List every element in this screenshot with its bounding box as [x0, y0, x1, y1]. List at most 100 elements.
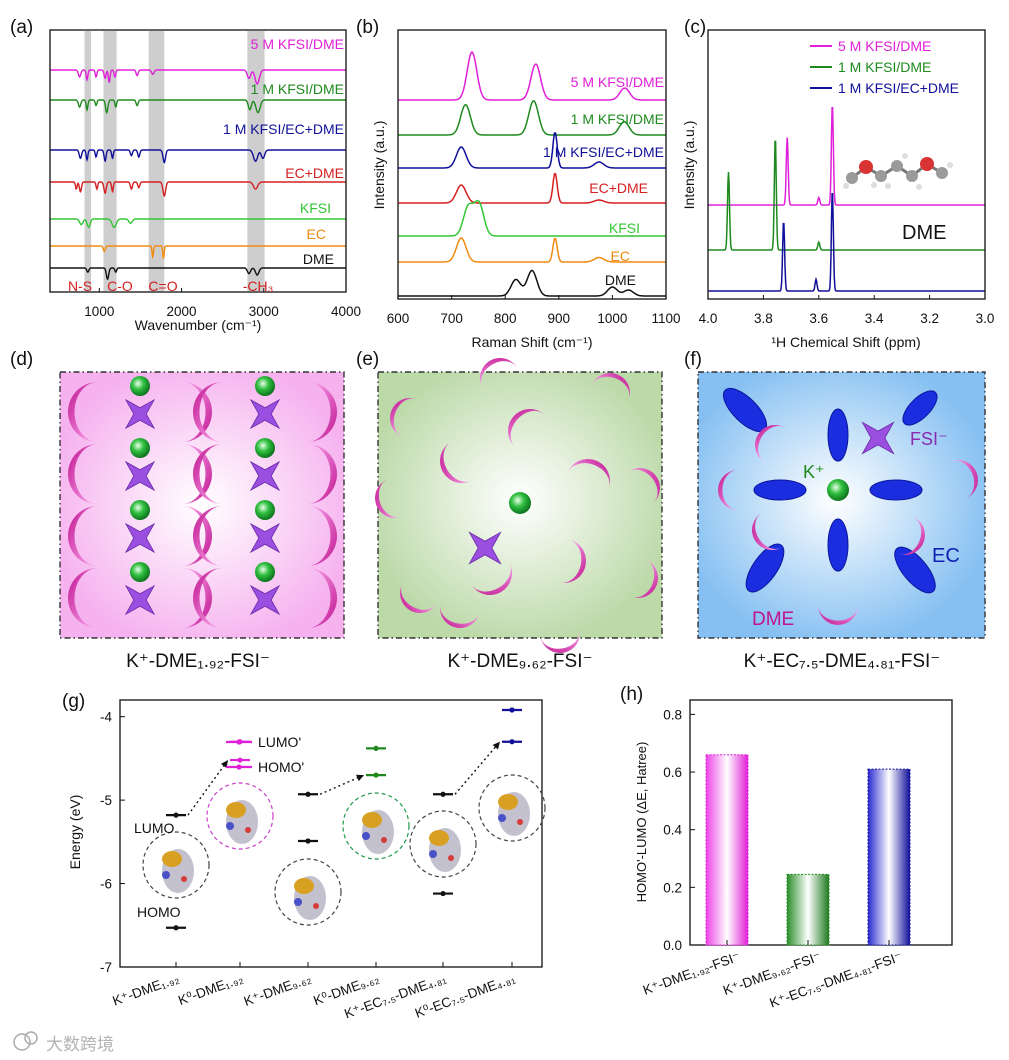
- ftir-series-label-4: KFSI: [300, 200, 331, 216]
- orbital-image-5: [478, 774, 546, 842]
- ftir-trace-4: [50, 218, 346, 229]
- f-ec-molecule-1: [753, 479, 807, 501]
- ftir-series-label-3: EC+DME: [285, 165, 344, 181]
- e-dme-crescent-outer-0: [390, 398, 417, 437]
- label-dme: DME: [752, 609, 794, 630]
- d-fsi-anion-0: [124, 398, 156, 430]
- f-ec-molecule-6: [745, 543, 785, 593]
- e-dme-crescent-inner-2: [567, 459, 610, 489]
- homo-dot-2: [305, 838, 311, 844]
- band-label-3: -CH₃: [243, 278, 274, 294]
- axis-g-ylabel: Energy (eV): [67, 795, 83, 870]
- d-dme-crescent-11: [307, 444, 337, 504]
- d-dme-crescent-14: [193, 568, 223, 628]
- d-dme-crescent-0: [68, 382, 98, 442]
- label-fsi: FSI⁻: [910, 429, 948, 449]
- ftir-xtick-label-0: 1000: [84, 304, 114, 319]
- ftir-trace-6: [50, 267, 346, 281]
- d-k-ion-4: [255, 376, 275, 396]
- d-dme-crescent-9: [307, 382, 337, 442]
- e-dme-crescent-inner-3: [560, 539, 586, 583]
- d-fsi-anion-1: [124, 460, 156, 492]
- e-dme-crescent-outer-5: [540, 629, 580, 653]
- raman-trace-4: [398, 199, 666, 237]
- e-dme-crescent-outer-3: [627, 468, 660, 504]
- d-k-ion-7: [255, 562, 275, 582]
- bar-1: [786, 873, 830, 946]
- raman-series-label-6: DME: [605, 272, 636, 288]
- panel-h-bar-chart: 0.00.20.40.60.8K⁺-DME₁.₉₂-FSI⁻K⁺-DME₉.₆₂…: [634, 699, 953, 1011]
- f-fsi-anion: [861, 421, 895, 455]
- bar-ytick-label-4: 0.8: [663, 707, 682, 722]
- raman-trace-3: [398, 173, 666, 204]
- watermark: 大数跨境: [13, 1031, 114, 1055]
- watermark-text: 大数跨境: [46, 1035, 114, 1055]
- transfer-arrowhead-1: [356, 774, 364, 782]
- ftir-trace-2: [50, 149, 346, 164]
- e-dme-crescent-outer-6: [400, 583, 438, 613]
- ftir-xtick-label-3: 4000: [331, 304, 361, 319]
- f-ec-molecule-2: [869, 479, 923, 501]
- nmr-trace-0: [708, 107, 985, 206]
- d-dme-crescent-10: [193, 444, 223, 504]
- d-k-ion-3: [130, 562, 150, 582]
- e-dme-crescent-inner-4: [470, 562, 512, 595]
- d-k-ion-2: [130, 500, 150, 520]
- transfer-arrow-1: [319, 774, 365, 795]
- ftir-trace-1: [50, 99, 346, 115]
- ftir-trace-5: [50, 245, 346, 260]
- raman-xtick-label-3: 900: [548, 311, 571, 326]
- d-dme-crescent-15: [307, 568, 337, 628]
- d-dme-crescent-1: [182, 382, 212, 442]
- panel-f-schematic: K⁺ FSI⁻ EC DME K⁺-EC₇.₅-DME₄.₈₁-FSI⁻: [697, 371, 986, 672]
- d-dme-crescent-2: [68, 444, 98, 504]
- panel-label-f: (f): [684, 349, 702, 370]
- orbital-image-2: [274, 858, 342, 926]
- energy-ytick-label-3: -4: [100, 710, 112, 725]
- ftir-trace-0: [50, 69, 346, 85]
- transfer-arrow-0: [187, 759, 229, 816]
- e-dme-crescent-outer-2: [591, 373, 630, 400]
- label-ec: EC: [932, 545, 960, 567]
- d-dme-crescent-6: [68, 568, 98, 628]
- caption-e: K⁺-DME₉.₆₂-FSI⁻: [447, 651, 592, 672]
- raman-series-label-2: 1 M KFSI/EC+DME: [543, 144, 664, 160]
- raman-trace-6: [398, 269, 666, 297]
- energy-ytick-label-1: -6: [100, 877, 112, 892]
- raman-trace-5: [398, 237, 666, 263]
- orbital-image-0: [142, 831, 210, 899]
- raman-xtick-label-4: 1000: [597, 311, 627, 326]
- d-dme-crescent-12: [193, 506, 223, 566]
- bar-ytick-label-1: 0.2: [663, 880, 682, 895]
- d-k-ion-6: [255, 500, 275, 520]
- d-fsi-anion-6: [249, 522, 281, 554]
- panel-b-raman: 5 M KFSI/DME 1 M KFSI/DME 1 M KFSI/EC+DME E…: [371, 29, 681, 350]
- ftir-series-label-1: 1 M KFSI/DME: [251, 81, 344, 97]
- raman-xtick-label-1: 700: [440, 311, 463, 326]
- orbital-image-4: [409, 810, 477, 878]
- raman-series-label-1: 1 M KFSI/DME: [571, 111, 664, 127]
- nmr-xtick-label-2: 3.6: [809, 311, 828, 326]
- raman-trace-2: [398, 132, 666, 169]
- d-k-ion-5: [255, 438, 275, 458]
- panel-label-a: (a): [10, 17, 33, 38]
- axis-c-xlabel: ¹H Chemical Shift (ppm): [771, 334, 920, 350]
- d-fsi-anion-3: [124, 584, 156, 616]
- e-dme-crescent-inner-1: [508, 409, 545, 448]
- nmr-xtick-label-4: 3.2: [920, 311, 939, 326]
- bar-0: [705, 754, 749, 946]
- f-dme-crescent-0: [755, 425, 785, 463]
- d-dme-crescent-13: [307, 506, 337, 566]
- f-k-ion: [827, 479, 849, 501]
- transfer-arrow-2: [454, 741, 501, 795]
- homo-dot-4: [440, 890, 446, 897]
- raman-trace-0: [398, 50, 666, 101]
- axis-a-xlabel: Wavenumber (cm⁻¹): [135, 317, 262, 333]
- d-fsi-anion-2: [124, 522, 156, 554]
- label-k-plus: K⁺: [803, 462, 825, 482]
- e-dme-crescent-outer-4: [631, 559, 658, 598]
- e-fsi-anion: [468, 531, 502, 565]
- f-ec-molecule-3: [827, 518, 849, 572]
- f-ec-molecule-0: [827, 408, 849, 462]
